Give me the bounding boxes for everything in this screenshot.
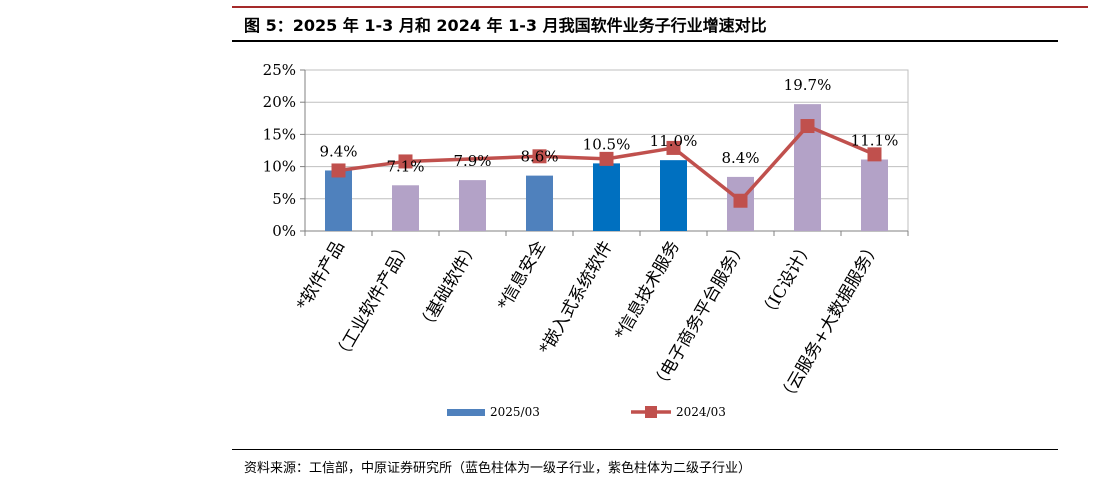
bar-value-label: 8.4% <box>721 149 759 167</box>
category-label: （IC设计） <box>757 238 818 324</box>
legend-marker-2024-03 <box>645 406 657 418</box>
y-tick-label: 10% <box>263 158 296 176</box>
bar <box>459 180 486 231</box>
bar-value-label: 7.9% <box>453 152 491 170</box>
bottom-rule <box>232 449 1058 450</box>
line-marker <box>800 119 815 134</box>
figure-title: 图 5：2025 年 1-3 月和 2024 年 1-3 月我国软件业务子行业增… <box>244 16 767 35</box>
series-line-2024-03 <box>338 124 876 203</box>
y-tick-label: 20% <box>263 93 296 111</box>
line-marker <box>666 140 681 155</box>
bar <box>392 185 419 231</box>
title-rule <box>232 40 1058 42</box>
line-marker <box>532 149 547 164</box>
y-tick-label: 5% <box>272 190 296 208</box>
line-marker <box>599 151 614 166</box>
bar <box>325 170 352 231</box>
bar-value-label: 19.7% <box>784 76 832 94</box>
category-label: *信息技术服务 <box>611 238 684 344</box>
top-rule <box>232 6 1088 8</box>
category-label: *嵌入式系统软件 <box>536 238 617 358</box>
category-label: *信息安全 <box>494 238 550 314</box>
bar <box>660 160 687 231</box>
line-marker <box>331 163 346 178</box>
line-marker <box>733 193 748 208</box>
bar-value-label: 11.1% <box>851 132 899 150</box>
bar-value-label: 10.5% <box>583 135 631 153</box>
line-marker <box>867 147 882 162</box>
category-label: *软件产品 <box>293 238 349 314</box>
source-note: 资料来源：工信部，中原证券研究所（蓝色柱体为一级子行业，紫色柱体为二级子行业） <box>244 461 752 476</box>
bar-value-label: 8.6% <box>520 148 558 166</box>
bar <box>526 175 553 231</box>
legend-swatch-2025-03 <box>447 409 485 416</box>
legend-label-2025-03: 2025/03 <box>490 405 540 419</box>
bar-value-label: 11.0% <box>650 132 698 150</box>
bar-value-label: 7.1% <box>386 157 424 175</box>
bar <box>861 159 888 231</box>
bar-value-label: 9.4% <box>319 142 357 160</box>
category-label: （基础软件） <box>415 238 483 336</box>
y-tick-label: 0% <box>272 222 296 240</box>
bar <box>593 163 620 231</box>
y-tick-label: 25% <box>263 61 296 79</box>
y-tick-label: 15% <box>263 125 296 143</box>
legend-label-2024-03: 2024/03 <box>676 405 726 419</box>
line-marker <box>398 154 413 169</box>
